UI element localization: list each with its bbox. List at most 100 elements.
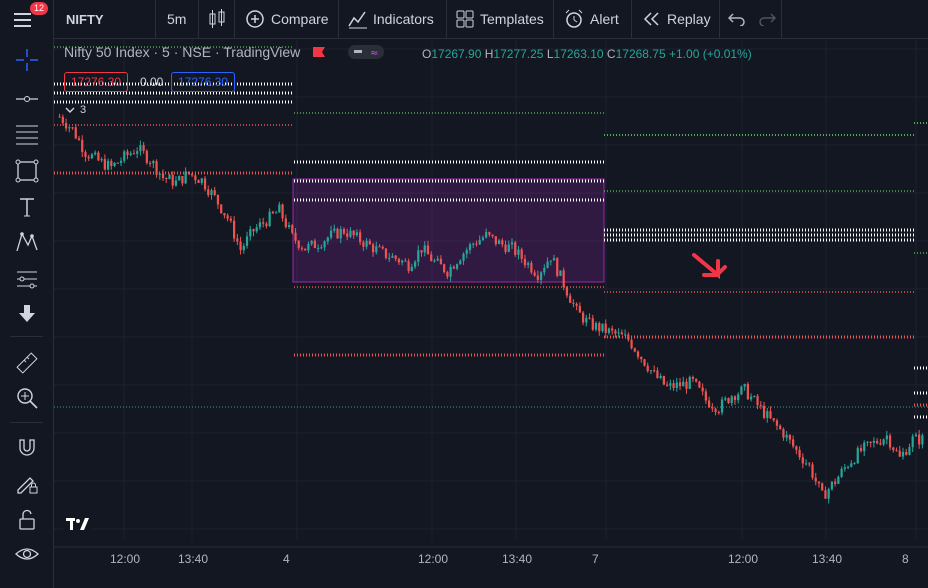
ruler-icon: [16, 352, 38, 374]
candle-body: [804, 463, 808, 465]
candle-body: [640, 356, 643, 360]
candle-body: [556, 258, 559, 276]
candle-body: [908, 447, 911, 455]
candle-body: [869, 441, 872, 443]
time-axis-label: 12:00: [728, 552, 759, 566]
candle-body: [827, 489, 830, 499]
candle-body: [116, 162, 119, 164]
candle-body: [653, 370, 656, 372]
candle-body: [388, 257, 391, 259]
candle-body: [294, 232, 297, 241]
measure-tool[interactable]: [14, 350, 40, 376]
candle-body: [284, 218, 287, 227]
candle-body: [100, 159, 103, 161]
candle-body: [433, 260, 436, 262]
indicators-collapse[interactable]: 3: [64, 102, 96, 118]
crosshair-tool[interactable]: [14, 47, 40, 73]
high-value: 17277.25: [493, 47, 544, 61]
redo-button[interactable]: [758, 0, 776, 38]
candle-body: [546, 261, 549, 269]
time-axis-label: 12:00: [418, 552, 449, 566]
candle-body: [834, 481, 837, 484]
zoom-tool[interactable]: [14, 385, 40, 411]
candle-body: [394, 255, 397, 259]
candle-body: [378, 246, 381, 248]
candle-body: [401, 260, 404, 263]
plus-circle-icon: [246, 10, 264, 28]
candle-body: [552, 258, 556, 261]
candle-body: [753, 396, 756, 398]
icons-tool[interactable]: [14, 301, 40, 327]
candle-body: [785, 434, 788, 438]
templates-button[interactable]: Templates: [456, 0, 544, 38]
fib-tool[interactable]: [14, 121, 40, 147]
candle-body: [87, 156, 90, 159]
candle-body: [879, 443, 882, 445]
candle-body: [287, 225, 291, 227]
candle-body: [918, 434, 921, 445]
candle-body: [598, 322, 601, 332]
candle-body: [607, 328, 611, 333]
candle-body: [779, 425, 782, 430]
candle-body: [733, 396, 737, 401]
chart-pane[interactable]: [54, 39, 928, 588]
compare-button[interactable]: Compare: [245, 0, 329, 38]
candle-body: [320, 247, 323, 249]
chart-type-button[interactable]: [208, 0, 226, 38]
magnet-tool[interactable]: [14, 435, 40, 461]
lock-all-tool[interactable]: [14, 507, 40, 533]
price-chart[interactable]: [54, 39, 928, 588]
candle-body: [94, 152, 97, 155]
candle-body: [446, 272, 449, 277]
candle-body: [591, 318, 594, 330]
candle-body: [297, 240, 300, 248]
alert-button[interactable]: Alert: [563, 0, 619, 38]
high-label: H: [484, 47, 494, 61]
undo-button[interactable]: [728, 0, 746, 38]
interval-selector[interactable]: 5m: [167, 11, 187, 27]
candle-body: [226, 215, 229, 219]
candle-body: [430, 254, 433, 262]
candle-body: [766, 411, 769, 418]
menu-button[interactable]: [12, 0, 34, 38]
pattern-tool[interactable]: [14, 229, 40, 255]
candle-body: [611, 328, 614, 331]
symbol-title[interactable]: Nifty 50 Index · 5 · NSE · TradingView: [64, 44, 301, 60]
symbol-search[interactable]: NIFTY: [66, 11, 104, 27]
horizontal-ray-tool[interactable]: [14, 86, 40, 112]
rectangle-tool[interactable]: [14, 158, 40, 184]
lock-drawings-tool[interactable]: [14, 470, 40, 496]
candle-body: [123, 151, 126, 161]
indicators-button[interactable]: Indicators: [348, 0, 434, 38]
tradingview-logo[interactable]: [62, 512, 94, 536]
candle-body: [888, 435, 892, 448]
candle-body: [132, 153, 136, 155]
candle-body: [688, 376, 691, 389]
buy-button[interactable]: 17276.30: [171, 72, 236, 92]
candle-body: [200, 178, 203, 183]
candle-body: [485, 232, 488, 238]
candle-body: [58, 116, 61, 118]
indicator-toggle[interactable]: ≈: [348, 45, 385, 59]
candle-body: [675, 382, 678, 389]
candle-body: [682, 381, 685, 387]
candle-body: [174, 180, 178, 186]
candle-body: [136, 151, 139, 154]
candle-body: [821, 483, 824, 491]
text-tool[interactable]: [14, 194, 40, 220]
candle-body: [326, 237, 329, 242]
candle-body: [371, 244, 375, 253]
candle-body: [643, 359, 646, 366]
hide-drawings-tool[interactable]: [14, 541, 40, 567]
prediction-tool[interactable]: [14, 266, 40, 292]
candle-body: [665, 384, 669, 386]
replay-button[interactable]: Replay: [643, 0, 711, 38]
candle-body: [756, 396, 759, 406]
candle-body: [375, 246, 378, 253]
unlock-icon: [19, 509, 35, 530]
candle-body: [517, 249, 520, 255]
sell-button[interactable]: 17276.30: [64, 72, 129, 92]
candle-body: [562, 270, 565, 288]
candle-body: [472, 243, 475, 245]
candle-body: [510, 242, 514, 245]
